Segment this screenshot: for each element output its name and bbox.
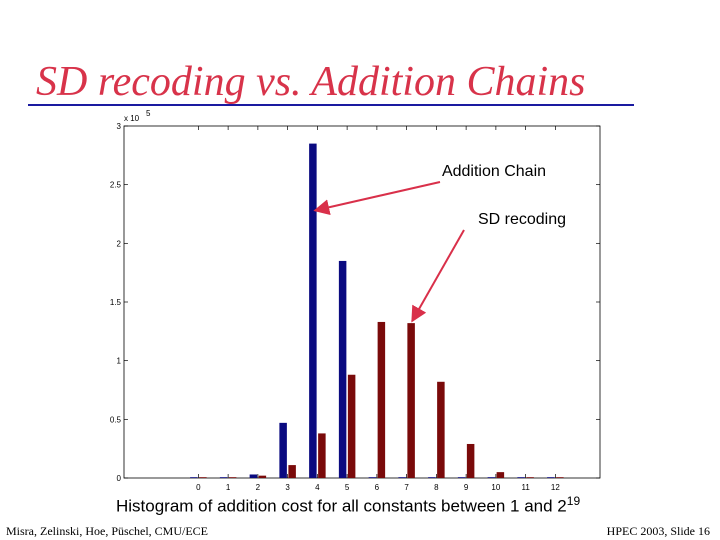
bar-series-1-7: [407, 323, 415, 478]
bar-series-1-3: [288, 465, 296, 478]
y-tick-label: 2.5: [110, 181, 122, 190]
annotation-label-1: SD recoding: [478, 211, 566, 228]
bar-series-0-11: [517, 477, 525, 478]
x-tick-label: 0: [196, 483, 201, 492]
caption-text: Histogram of addition cost for all const…: [116, 496, 567, 516]
x-tick-label: 10: [491, 483, 500, 492]
bar-series-0-8: [428, 477, 436, 478]
slide-title: SD recoding vs. Addition Chains: [36, 59, 586, 105]
bar-series-0-5: [338, 260, 347, 478]
x-tick-label: 9: [464, 483, 469, 492]
bar-series-0-4: [309, 143, 317, 478]
footer-authors: Misra, Zelinski, Hoe, Püschel, CMU/ECE: [6, 524, 208, 538]
chart-caption: Histogram of addition cost for all const…: [116, 494, 580, 517]
y-tick-label: 1: [117, 357, 122, 366]
bar-series-0-3: [279, 422, 287, 478]
annotation-arrow-0: [313, 181, 441, 216]
bar-series-1-8: [437, 381, 445, 478]
bar-series-0-0: [190, 477, 198, 478]
bar-series-1-6: [377, 321, 386, 478]
x-tick-label: 8: [434, 483, 439, 492]
x-tick-label: 4: [315, 483, 320, 492]
x-tick-label: 7: [404, 483, 409, 492]
footer-slide-number: HPEC 2003, Slide 16: [606, 524, 710, 538]
bar-series-1-12: [556, 477, 564, 478]
bar-series-0-2: [249, 474, 258, 478]
y-tick-label: 3: [117, 122, 122, 131]
bar-series-1-11: [526, 477, 534, 478]
x-tick-label: 12: [551, 483, 560, 492]
bar-series-1-9: [466, 443, 475, 478]
bar-series-0-1: [219, 477, 228, 478]
bar-series-0-12: [547, 477, 555, 478]
bar-series-1-2: [258, 475, 267, 478]
bar-series-0-10: [487, 477, 496, 478]
y-tick-label: 1.5: [110, 298, 122, 307]
y-multiplier-exponent: 5: [146, 109, 151, 118]
bar-series-1-1: [228, 477, 237, 478]
x-tick-label: 11: [521, 483, 530, 492]
annotation-arrow-1: [411, 229, 465, 323]
y-multiplier-label: x 10: [124, 114, 140, 123]
bar-series-0-7: [398, 477, 406, 478]
bar-series-1-5: [347, 374, 356, 478]
x-tick-label: 2: [256, 483, 261, 492]
y-tick-label: 0: [117, 474, 122, 483]
x-tick-label: 1: [226, 483, 231, 492]
bar-series-0-9: [457, 477, 466, 478]
x-tick-label: 6: [375, 483, 380, 492]
x-tick-label: 5: [345, 483, 350, 492]
bar-series-1-10: [496, 472, 505, 478]
bar-series-1-4: [318, 433, 326, 478]
y-tick-label: 0.5: [110, 415, 122, 424]
title-underline: [28, 104, 634, 106]
annotation-label-0: Addition Chain: [442, 163, 546, 180]
bar-series-1-0: [199, 477, 207, 478]
y-tick-label: 2: [117, 239, 122, 248]
bar-series-0-6: [368, 477, 377, 478]
caption-exponent: 19: [566, 494, 581, 508]
x-tick-label: 3: [285, 483, 290, 492]
